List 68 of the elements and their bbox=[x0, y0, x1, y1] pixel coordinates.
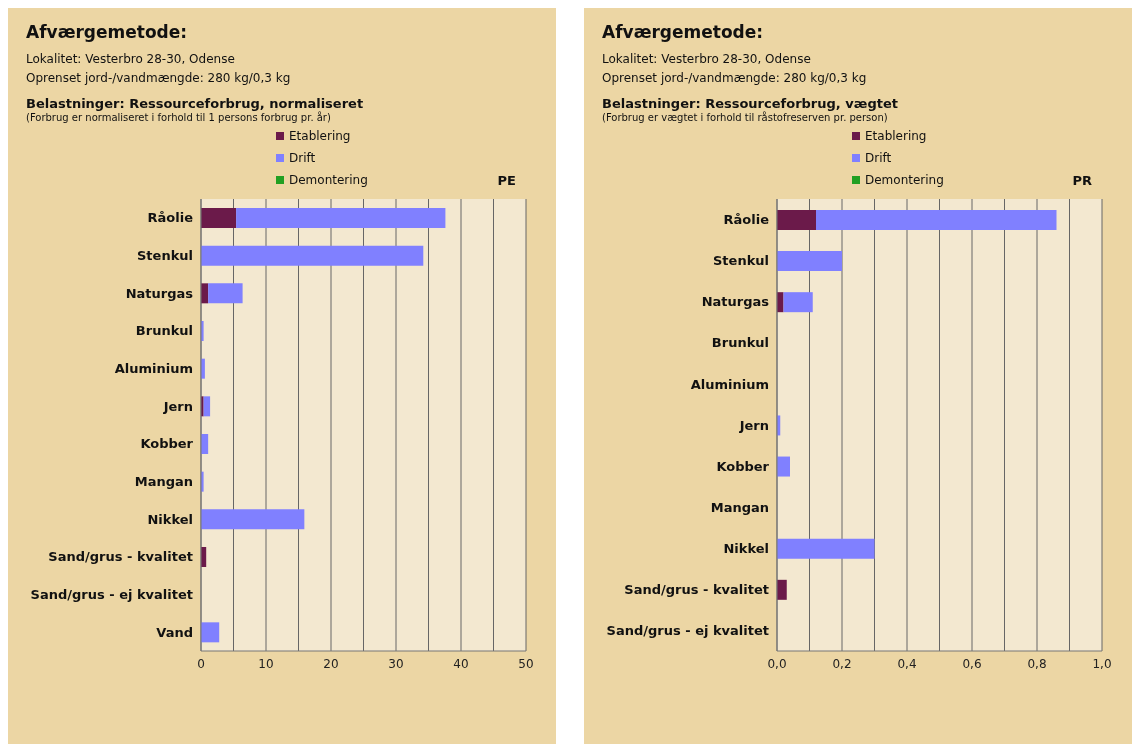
y-tick-label: Stenkul bbox=[136, 248, 193, 264]
y-tick-label: Aluminium bbox=[690, 376, 769, 392]
x-tick-label: 0,2 bbox=[832, 656, 852, 671]
y-tick-label: Sand/grus - ej kvalitet bbox=[30, 587, 193, 603]
y-tick-label: Råolie bbox=[147, 210, 194, 226]
chart-subtitle: Belastninger: Ressourceforbrug, vægtet bbox=[602, 96, 899, 111]
bar bbox=[236, 208, 446, 228]
x-tick-label: 30 bbox=[388, 656, 404, 671]
bar bbox=[208, 283, 243, 304]
text: Lokalitet: Vesterbro 28-30, Odense bbox=[26, 51, 236, 68]
bar bbox=[201, 208, 237, 228]
x-axis-title: PR bbox=[1072, 173, 1092, 188]
legend-label: Demontering bbox=[865, 172, 944, 189]
bar bbox=[783, 292, 813, 313]
legend-label: Demontering bbox=[289, 172, 368, 189]
chart-title: Afværgemetode: bbox=[602, 22, 765, 42]
bar bbox=[777, 456, 790, 477]
legend-label: Etablering bbox=[289, 128, 351, 145]
x-tick-label: 0,0 bbox=[767, 656, 787, 671]
y-tick-label: Brunkul bbox=[711, 335, 769, 351]
chart-subtitle: Belastninger: Ressourceforbrug, normaliseret bbox=[26, 96, 365, 111]
text: Oprenset jord-/vandmængde: 280 kg/0,3 kg bbox=[26, 70, 292, 87]
y-tick-label: Kobber bbox=[140, 436, 194, 452]
bar bbox=[777, 251, 842, 272]
text: (Forbrug er vægtet i forhold til råstofreserven pr. person) bbox=[602, 111, 889, 125]
legend-label: Drift bbox=[865, 150, 892, 167]
y-tick-label: Jern bbox=[738, 417, 769, 433]
bar bbox=[201, 622, 220, 643]
y-tick-label: Stenkul bbox=[712, 253, 769, 269]
x-tick-label: 50 bbox=[518, 656, 534, 671]
text: (Forbrug er normaliseret i forhold til 1 persons forbrug pr. år) bbox=[26, 111, 332, 125]
x-axis-title: PE bbox=[497, 173, 516, 188]
y-tick-label: Aluminium bbox=[114, 361, 193, 377]
bar bbox=[816, 210, 1057, 230]
bar bbox=[777, 292, 784, 313]
bar bbox=[777, 210, 816, 230]
y-tick-label: Nikkel bbox=[147, 511, 193, 527]
x-tick-label: 40 bbox=[453, 656, 469, 671]
x-tick-label: 0 bbox=[197, 656, 205, 671]
y-tick-label: Kobber bbox=[716, 458, 770, 474]
text: Lokalitet: Vesterbro 28-30, Odense bbox=[602, 51, 812, 68]
y-tick-label: Mangan bbox=[710, 499, 769, 515]
y-tick-label: Sand/grus - kvalitet bbox=[48, 549, 193, 565]
bar bbox=[777, 538, 875, 559]
x-tick-label: 0,6 bbox=[962, 656, 982, 671]
y-tick-label: Naturgas bbox=[701, 294, 770, 310]
chart-title: Afværgemetode: bbox=[26, 22, 189, 42]
x-tick-label: 1,0 bbox=[1092, 656, 1112, 671]
y-tick-label: Sand/grus - ej kvalitet bbox=[606, 623, 769, 639]
bar bbox=[777, 579, 787, 600]
bar bbox=[201, 245, 424, 266]
y-tick-label: Brunkul bbox=[135, 323, 193, 339]
y-tick-label: Jern bbox=[162, 398, 193, 414]
x-tick-label: 0,8 bbox=[1027, 656, 1047, 671]
y-tick-label: Sand/grus - kvalitet bbox=[624, 581, 769, 597]
x-tick-label: 10 bbox=[258, 656, 274, 671]
y-tick-label: Vand bbox=[156, 624, 193, 640]
bar bbox=[201, 509, 305, 530]
y-tick-label: Råolie bbox=[723, 212, 770, 228]
legend-label: Etablering bbox=[865, 128, 927, 145]
bar bbox=[203, 396, 211, 417]
legend-label: Drift bbox=[289, 150, 316, 167]
x-tick-label: 20 bbox=[323, 656, 339, 671]
x-tick-label: 0,4 bbox=[897, 656, 917, 671]
y-tick-label: Mangan bbox=[134, 474, 193, 490]
y-tick-label: Nikkel bbox=[723, 540, 769, 556]
text: Oprenset jord-/vandmængde: 280 kg/0,3 kg bbox=[602, 70, 868, 87]
y-tick-label: Naturgas bbox=[125, 285, 194, 301]
